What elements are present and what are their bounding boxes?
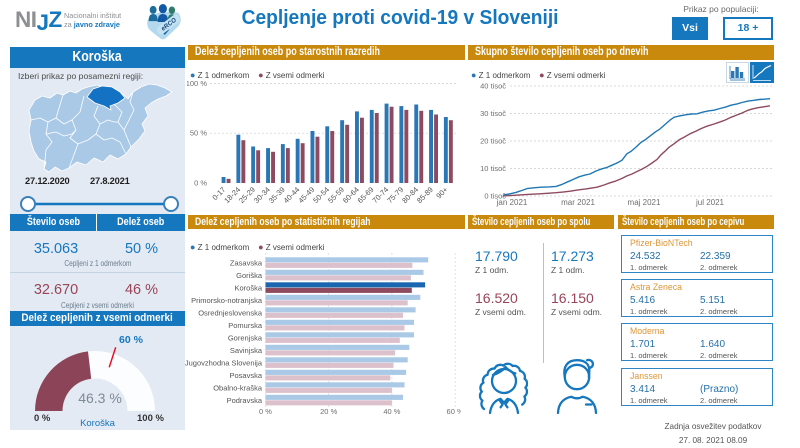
- svg-text:Savinjska: Savinjska: [230, 346, 263, 355]
- svg-text:40 %: 40 %: [383, 407, 400, 416]
- svg-text:mar 2021: mar 2021: [561, 198, 595, 207]
- svg-text:Goriška: Goriška: [236, 271, 263, 280]
- svg-text:0 tisoč: 0 tisoč: [484, 192, 506, 201]
- svg-text:46.3 %: 46.3 %: [78, 390, 122, 406]
- svg-text:Obalno-kraška: Obalno-kraška: [213, 383, 263, 392]
- svg-text:Primorsko-notranjska: Primorsko-notranjska: [191, 296, 263, 305]
- svg-text:30 tisoč: 30 tisoč: [480, 109, 506, 118]
- svg-text:10 tisoč: 10 tisoč: [480, 164, 506, 173]
- svg-text:jul 2021: jul 2021: [695, 198, 725, 207]
- svg-text:Podravska: Podravska: [227, 396, 263, 405]
- svg-text:85-89: 85-89: [415, 185, 435, 205]
- svg-text:jan 2021: jan 2021: [496, 198, 528, 207]
- svg-text:Pomurska: Pomurska: [228, 321, 263, 330]
- svg-text:40 tisoč: 40 tisoč: [480, 82, 506, 91]
- svg-text:60 %: 60 %: [447, 407, 461, 416]
- svg-text:Osrednjeslovenska: Osrednjeslovenska: [198, 308, 263, 317]
- svg-text:20 tisoč: 20 tisoč: [480, 137, 506, 146]
- svg-text:Koroška: Koroška: [234, 283, 262, 292]
- svg-text:20 %: 20 %: [320, 407, 337, 416]
- svg-text:Zasavska: Zasavska: [230, 258, 263, 267]
- svg-text:60 %: 60 %: [119, 334, 144, 346]
- svg-text:90+: 90+: [434, 185, 450, 201]
- svg-text:0 %: 0 %: [194, 179, 207, 188]
- svg-text:maj 2021: maj 2021: [628, 198, 661, 207]
- svg-text:Gorenjska: Gorenjska: [228, 333, 263, 342]
- svg-text:50 %: 50 %: [190, 129, 207, 138]
- svg-text:0 %: 0 %: [259, 407, 272, 416]
- svg-text:Posavska: Posavska: [229, 371, 262, 380]
- svg-text:Jugovzhodna Slovenija: Jugovzhodna Slovenija: [185, 358, 263, 367]
- svg-text:100 %: 100 %: [187, 79, 207, 88]
